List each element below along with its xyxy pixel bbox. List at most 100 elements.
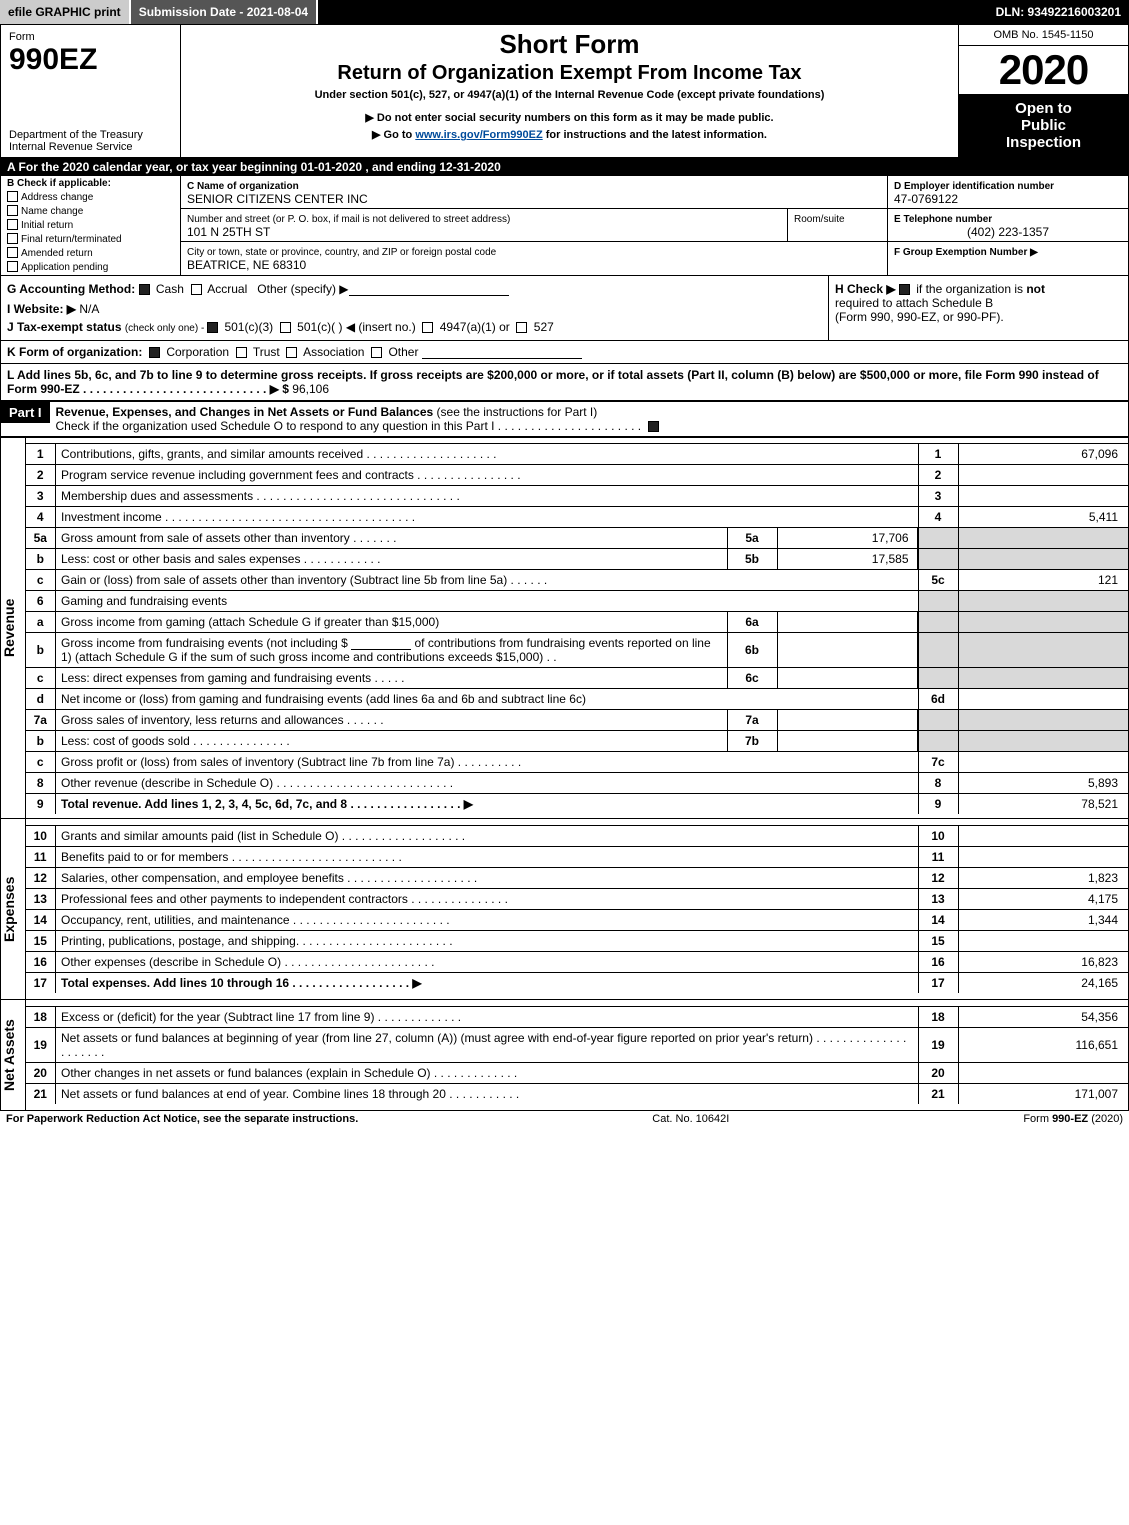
footer-right-bold: 990-EZ [1052,1113,1088,1125]
c-name-label: C Name of organization [187,181,299,192]
chk-part1-schedule-o[interactable] [648,421,659,432]
lbl-application-pending: Application pending [21,262,108,273]
line-15-text: Printing, publications, postage, and shi… [56,931,919,952]
city-label: City or town, state or province, country… [187,247,496,258]
form-title: Short Form [499,29,639,60]
lbl-cash: Cash [156,282,184,296]
chk-501c3[interactable] [207,322,218,333]
h-line3: (Form 990, 990-EZ, or 990-PF). [835,310,1004,324]
f-group-label: F Group Exemption Number ▶ [894,247,1038,258]
part1-table: Revenue 1Contributions, gifts, grants, a… [1,437,1128,1110]
line-20-num: 20 [26,1063,56,1084]
line-14-num: 14 [26,910,56,931]
h-pre: H Check ▶ [835,282,899,296]
line-6b-text1: Gross income from fundraising events (no… [61,636,351,650]
line-5b-num: b [26,548,56,569]
chk-4947[interactable] [422,322,433,333]
line-3-val [958,485,1128,506]
line-10-text: Grants and similar amounts paid (list in… [56,826,919,847]
line-18-text: Excess or (deficit) for the year (Subtra… [56,1007,919,1028]
lbl-other-org: Other [388,345,418,359]
line-12-val: 1,823 [958,868,1128,889]
line-6a-subval [777,612,917,632]
chk-cash[interactable] [139,284,150,295]
line-6c-r-grey [918,667,958,688]
line-7a-num: 7a [26,709,56,730]
org-name: SENIOR CITIZENS CENTER INC [187,192,368,206]
h-line2: required to attach Schedule B [835,296,993,310]
line-4-text: Investment income . . . . . . . . . . . … [56,506,919,527]
line-5a-r-grey [918,527,958,548]
line-6b-blank[interactable] [351,637,411,650]
omb-number: OMB No. 1545-1150 [959,25,1128,46]
chk-other-org[interactable] [371,347,382,358]
line-6b-val-grey [958,632,1128,667]
chk-corp[interactable] [149,347,160,358]
line-20-text: Other changes in net assets or fund bala… [56,1063,919,1084]
footer-right-post: (2020) [1091,1113,1123,1125]
room-label: Room/suite [794,214,845,225]
k-other-blank[interactable] [422,346,582,359]
lbl-501c3: 501(c)(3) [224,320,273,334]
line-12-r: 12 [918,868,958,889]
chk-501c[interactable] [280,322,291,333]
chk-trust[interactable] [236,347,247,358]
line-11-r: 11 [918,847,958,868]
line-1-text: Contributions, gifts, grants, and simila… [56,443,919,464]
chk-accrual[interactable] [191,284,202,295]
line-8-num: 8 [26,772,56,793]
h-not: not [1026,282,1045,296]
line-9-val: 78,521 [958,793,1128,814]
chk-name-change[interactable] [7,205,18,216]
lbl-corp: Corporation [166,345,229,359]
line-8-val: 5,893 [958,772,1128,793]
line-7b-num: b [26,730,56,751]
g-other-blank[interactable] [349,283,509,296]
header-right: OMB No. 1545-1150 2020 Open to Public In… [958,25,1128,157]
box-c: C Name of organization SENIOR CITIZENS C… [181,176,888,275]
dln-segment: DLN: 93492216003201 [988,0,1129,24]
lbl-4947: 4947(a)(1) or [440,320,510,334]
line-6b-text: Gross income from fundraising events (no… [56,633,727,667]
line-21-text: Net assets or fund balances at end of ye… [56,1084,919,1105]
line-5c-text: Gain or (loss) from sale of assets other… [56,569,919,590]
line-8-text: Other revenue (describe in Schedule O) .… [56,772,919,793]
line-9-text: Total revenue. Add lines 1, 2, 3, 4, 5c,… [56,793,919,814]
goto-link[interactable]: www.irs.gov/Form990EZ [415,129,542,141]
chk-amended-return[interactable] [7,247,18,258]
line-5b-subval: 17,585 [777,549,917,569]
open-line3: Inspection [1006,134,1081,151]
line-18-r: 18 [918,1007,958,1028]
line-7b-text: Less: cost of goods sold . . . . . . . .… [56,731,727,751]
chk-assoc[interactable] [286,347,297,358]
line-19-r: 19 [918,1028,958,1063]
line-6c-val-grey [958,667,1128,688]
chk-527[interactable] [516,322,527,333]
chk-application-pending[interactable] [7,261,18,272]
form-subtitle: Return of Organization Exempt From Incom… [337,62,801,85]
row-l: L Add lines 5b, 6c, and 7b to line 9 to … [1,364,1128,401]
line-3-r: 3 [918,485,958,506]
line-17-text: Total expenses. Add lines 10 through 16 … [56,973,919,994]
lbl-amended-return: Amended return [21,248,93,259]
h-post: if the organization is [916,282,1026,296]
line-6b-sub: 6b [727,633,777,667]
part1-title: Revenue, Expenses, and Changes in Net As… [56,405,437,419]
lbl-other: Other (specify) ▶ [257,282,348,296]
line-2-text: Program service revenue including govern… [56,464,919,485]
goto-pre: ▶ Go to [372,129,415,141]
line-5a-text: Gross amount from sale of assets other t… [56,528,727,548]
chk-initial-return[interactable] [7,219,18,230]
line-2-r: 2 [918,464,958,485]
chk-address-change[interactable] [7,191,18,202]
chk-h[interactable] [899,284,910,295]
line-5b-r-grey [918,548,958,569]
dept-line1: Department of the Treasury [9,129,143,141]
line-17-r: 17 [918,973,958,994]
lbl-527: 527 [534,320,554,334]
chk-final-return[interactable] [7,233,18,244]
line-16-num: 16 [26,952,56,973]
addr-label: Number and street (or P. O. box, if mail… [187,214,510,225]
efile-print-segment[interactable]: efile GRAPHIC print [0,0,131,24]
i-website-value: N/A [79,302,99,316]
